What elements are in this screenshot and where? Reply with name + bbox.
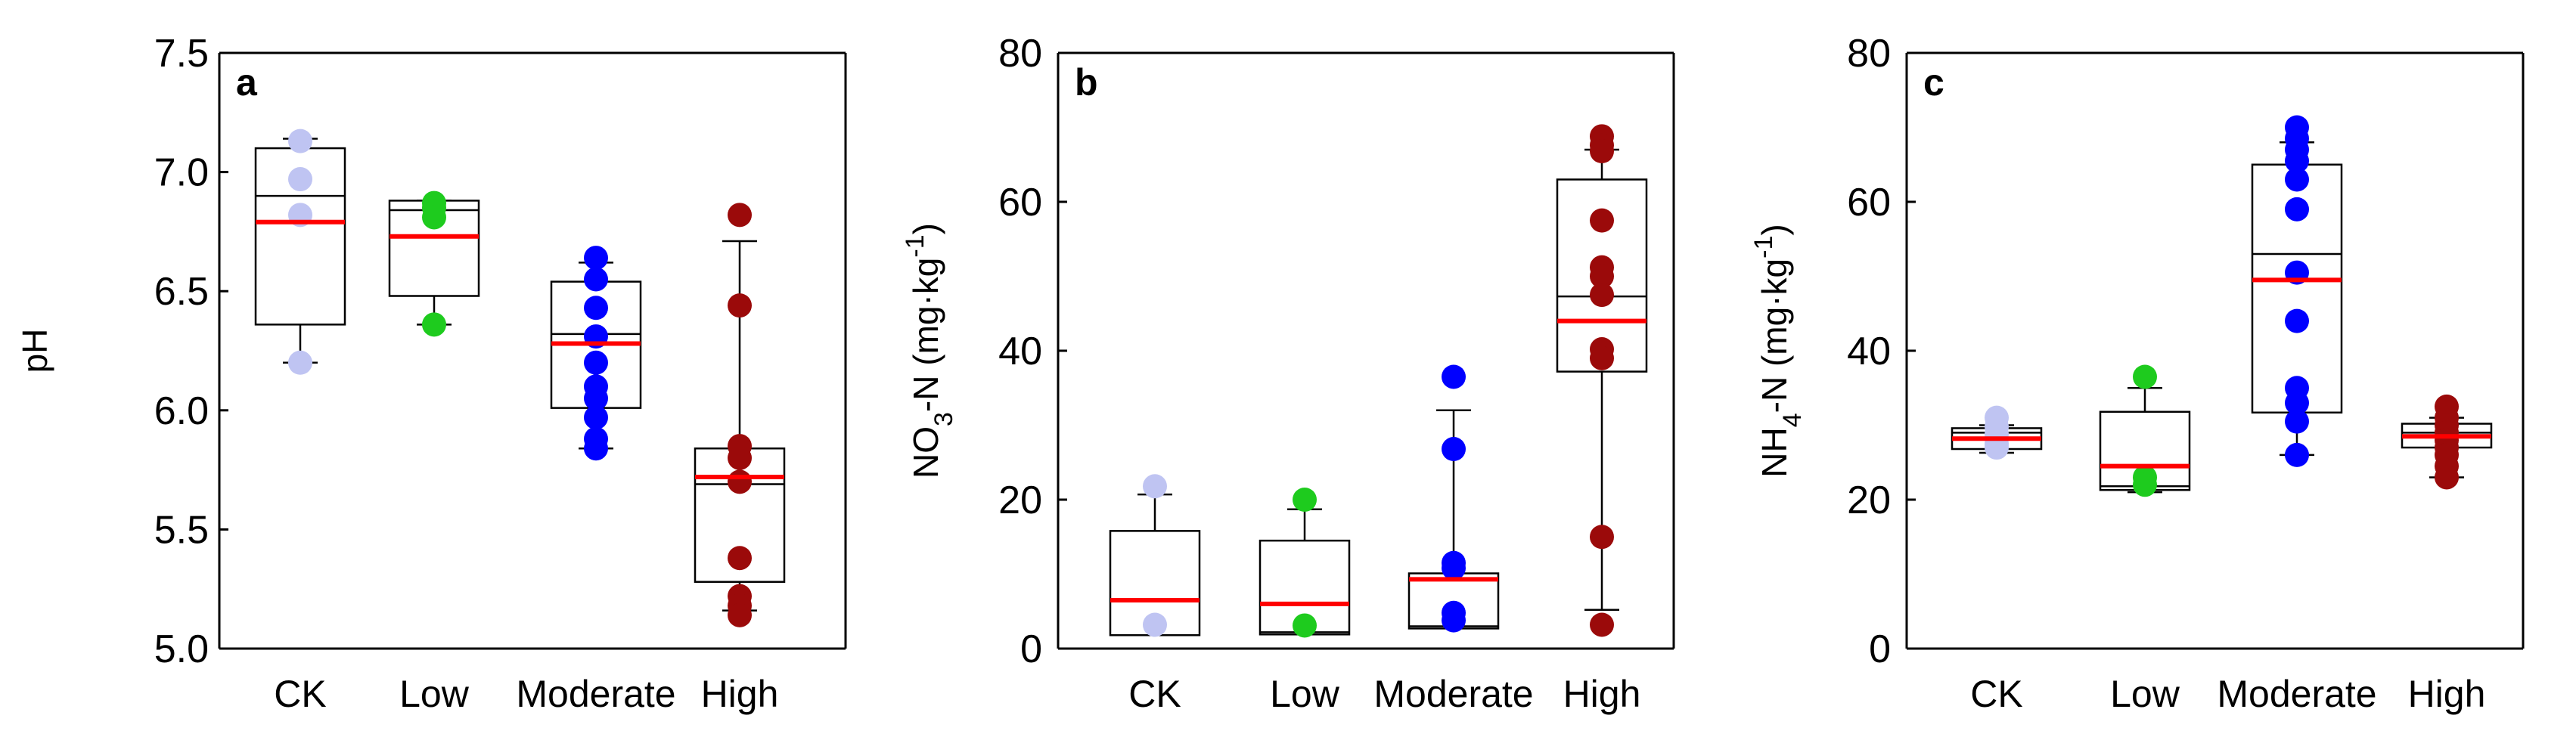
data-point — [1590, 283, 1614, 308]
x-tick-label: Moderate — [1373, 673, 1533, 715]
data-point — [1442, 364, 1466, 389]
box-moderate — [2251, 115, 2343, 467]
data-point — [728, 602, 752, 627]
x-tick-label: High — [2408, 673, 2486, 715]
y-tick-label: 6.0 — [154, 389, 209, 433]
data-point — [728, 546, 752, 571]
data-point — [728, 203, 752, 228]
data-point — [288, 350, 312, 375]
data-point — [584, 405, 608, 430]
y-tick-label: 40 — [998, 330, 1042, 373]
data-point — [1590, 264, 1614, 289]
y-tick-label: 7.0 — [154, 151, 209, 195]
box-moderate — [550, 246, 642, 461]
data-point — [584, 267, 608, 292]
data-point — [1293, 488, 1317, 512]
x-tick-label: Moderate — [516, 673, 675, 715]
y-tick-label: 20 — [1847, 478, 1891, 522]
y-tick-label: 80 — [1847, 32, 1891, 76]
y-tick-label: 5.5 — [154, 508, 209, 552]
panel-a: 5.0 5.5 6.0 6.5 7.0 7.5 pH a CK Low Moderate High — [15, 32, 847, 715]
y-tick-label: 60 — [1847, 181, 1891, 225]
box-low — [388, 190, 480, 337]
box-high — [1556, 124, 1648, 637]
data-point — [1442, 608, 1466, 633]
data-point — [1143, 612, 1167, 637]
x-tick-label: Low — [1270, 673, 1340, 715]
data-point — [2133, 472, 2157, 497]
data-point — [728, 469, 752, 494]
box-moderate — [1407, 364, 1500, 633]
data-point — [1985, 435, 2009, 460]
panel-letter: b — [1075, 61, 1098, 104]
data-point — [2435, 465, 2459, 490]
data-point — [1590, 525, 1614, 550]
data-point — [728, 293, 752, 318]
y-tick-label: 40 — [1847, 330, 1891, 373]
data-point — [1590, 208, 1614, 233]
data-point — [2285, 197, 2309, 221]
data-point — [1442, 437, 1466, 462]
data-point — [2285, 390, 2309, 415]
data-point — [584, 386, 608, 411]
data-point — [1590, 139, 1614, 164]
data-point — [1590, 612, 1614, 637]
data-point — [584, 296, 608, 321]
data-point — [584, 350, 608, 375]
data-point — [728, 445, 752, 470]
x-tick-label: Low — [399, 673, 470, 715]
y-tick-label: 7.5 — [154, 32, 209, 76]
x-tick-label: High — [701, 673, 779, 715]
y-tick-label: 60 — [998, 181, 1042, 225]
data-point — [2133, 364, 2157, 389]
data-point — [422, 205, 446, 230]
data-point — [288, 129, 312, 153]
y-axis-label: pH — [15, 329, 54, 373]
x-tick-label: Moderate — [2217, 673, 2376, 715]
x-tick-label: High — [1563, 673, 1641, 715]
data-point — [288, 167, 312, 192]
x-tick-label: Low — [2110, 673, 2180, 715]
y-tick-label: 0 — [1020, 627, 1042, 671]
data-point — [422, 312, 446, 337]
box-high — [2401, 394, 2493, 490]
data-point — [1293, 613, 1317, 638]
panel-letter: c — [1923, 61, 1944, 104]
panel-b: 0 20 40 60 80 NO3-N (mg·kg-1) b CK Low Moderate Hi… — [901, 32, 1675, 715]
y-tick-label: 0 — [1869, 627, 1891, 671]
x-tick-label: CK — [1970, 673, 2022, 715]
x-tick-label: CK — [274, 673, 326, 715]
y-tick-label: 6.5 — [154, 270, 209, 314]
y-axis-label: NH4-N (mg·kg-1) — [1749, 224, 1807, 477]
box-ck — [254, 129, 346, 375]
box-low — [1259, 488, 1351, 638]
x-tick-label: CK — [1128, 673, 1181, 715]
panel-letter: a — [236, 61, 258, 104]
y-tick-label: 80 — [998, 32, 1042, 76]
y-axis-label: NO3-N (mg·kg-1) — [901, 223, 958, 478]
box-low — [2099, 364, 2191, 497]
data-point — [2285, 148, 2309, 173]
data-point — [1442, 556, 1466, 581]
data-point — [2285, 409, 2309, 434]
y-tick-label: 20 — [998, 478, 1042, 522]
panel-c: 0 20 40 60 80 NH4-N (mg·kg-1) c CK Low Moderate Hi… — [1749, 32, 2525, 715]
box-ck — [1109, 474, 1201, 637]
box-ck — [1951, 405, 2043, 460]
data-point — [2285, 308, 2309, 333]
data-point — [1143, 474, 1167, 499]
data-point — [1590, 345, 1614, 370]
data-point — [2285, 167, 2309, 192]
data-point — [584, 246, 608, 271]
data-point — [584, 436, 608, 461]
box-high — [694, 203, 786, 627]
y-tick-label: 5.0 — [154, 627, 209, 671]
data-point — [2285, 442, 2309, 467]
